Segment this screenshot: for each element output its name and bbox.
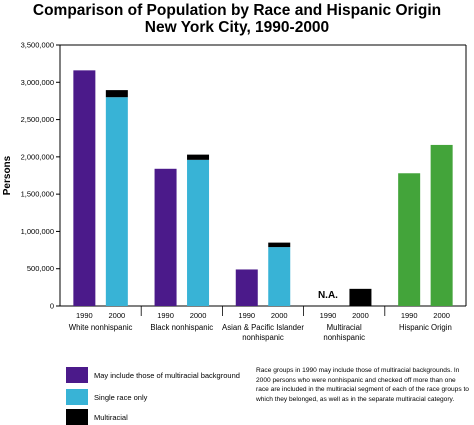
bar-multiracial-nonhispanic-2000-multiracial <box>349 288 372 306</box>
bar-white-nonhispanic-1990-multiracial_inclusive <box>73 70 96 307</box>
x-group-label: Hispanic Origin <box>399 323 452 332</box>
legend-label-multiracial: Multiracial <box>94 412 128 422</box>
y-tick-label: 0 <box>50 302 54 311</box>
x-year-label: 1990 <box>76 311 93 320</box>
x-year-label: 1990 <box>320 311 337 320</box>
y-axis-title: Persons <box>2 155 13 195</box>
chart-title-line-2: New York City, 1990-2000 <box>144 19 330 36</box>
chart-footnote: Race groups in 1990 may include those of… <box>256 367 469 403</box>
bar-hispanic-origin-1990-hispanic <box>398 173 421 306</box>
bar-white-nonhispanic-2000-multiracial <box>105 90 128 98</box>
legend-swatch-single-race <box>66 389 88 405</box>
bar-na-label: N.A. <box>318 290 338 301</box>
y-tick-label: 3,500,000 <box>21 41 54 50</box>
bar-black-nonhispanic-2000-multiracial <box>187 154 210 160</box>
legend-swatch-multiracial <box>66 409 88 425</box>
x-year-label: 2000 <box>271 311 288 320</box>
legend-item-multiracial-inclusive: May include those of multiracial backgro… <box>66 367 240 383</box>
x-group-label: nonhispanic <box>323 333 365 342</box>
bar-asian-pacific-islander-nonhispanic-1990-multiracial_inclusive <box>235 269 258 306</box>
bar-black-nonhispanic-2000-single_race <box>187 159 210 306</box>
legend-item-single-race: Single race only <box>66 389 147 405</box>
y-tick-label: 2,000,000 <box>21 152 54 161</box>
bar-black-nonhispanic-1990-multiracial_inclusive <box>154 168 177 306</box>
y-tick-label: 1,000,000 <box>21 227 54 236</box>
x-group-label: Multiracial <box>327 323 362 332</box>
x-year-label: 1990 <box>157 311 174 320</box>
x-group-label: nonhispanic <box>242 333 284 342</box>
bar-white-nonhispanic-2000-single_race <box>105 97 128 306</box>
legend-label-single-race: Single race only <box>94 392 148 402</box>
bar-asian-pacific-islander-nonhispanic-2000-single_race <box>268 247 291 306</box>
x-year-label: 2000 <box>190 311 207 320</box>
x-year-label: 2000 <box>108 311 125 320</box>
legend-item-multiracial: Multiracial <box>66 409 128 425</box>
y-tick-label: 3,000,000 <box>21 78 54 87</box>
x-group-label: Black nonhispanic <box>150 323 213 332</box>
y-tick-label: 500,000 <box>27 264 54 273</box>
x-year-label: 2000 <box>352 311 369 320</box>
x-year-label: 1990 <box>401 311 418 320</box>
legend-swatch-multiracial-inclusive <box>66 367 88 383</box>
y-tick-label: 1,500,000 <box>21 190 54 199</box>
x-group-label: Asian & Pacific Islander <box>222 323 304 332</box>
chart-title-line-1: Comparison of Population by Race and His… <box>32 2 442 19</box>
legend-label-multiracial-inclusive: May include those of multiracial backgro… <box>94 370 240 380</box>
bar-asian-pacific-islander-nonhispanic-2000-multiracial <box>268 242 291 248</box>
x-group-label: White nonhispanic <box>69 323 133 332</box>
y-tick-label: 2,500,000 <box>21 115 54 124</box>
x-year-label: 2000 <box>433 311 450 320</box>
x-year-label: 1990 <box>238 311 255 320</box>
bar-hispanic-origin-2000-hispanic <box>430 144 453 306</box>
